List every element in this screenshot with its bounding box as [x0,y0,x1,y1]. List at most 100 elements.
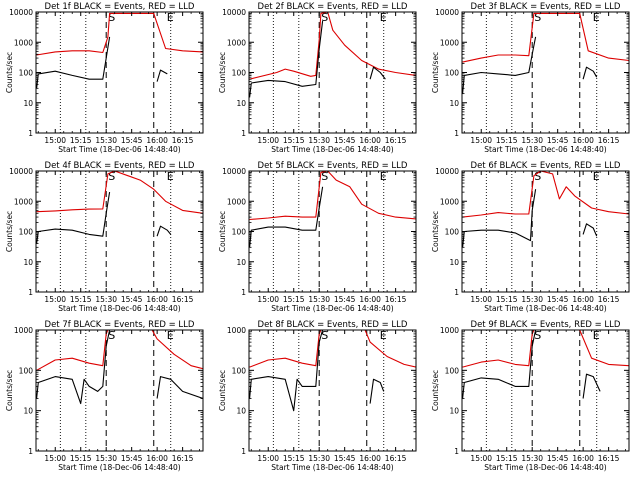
y-tick-label: 1000 [227,326,246,335]
x-tick-label: 15:45 [334,454,356,463]
plot-frame [248,329,417,452]
y-tick-label: 1 [28,129,33,138]
y-tick-label: 100 [232,366,247,375]
y-axis-label: Counts/sec [5,211,14,252]
x-tick-label: 15:00 [257,136,279,145]
panel-title: Det 3f BLACK = Events, RED = LLD [471,2,621,12]
x-axis-label: Start Time (18-Dec-06 14:48:40) [58,463,180,472]
end-marker-label: E [167,170,174,183]
lld-series-line [249,12,416,80]
x-tick-label: 15:15 [70,454,92,463]
panel-title: Det 5f BLACK = Events, RED = LLD [258,161,408,171]
x-tick-label: 16:00 [359,295,381,304]
y-tick-label: 10 [449,258,459,267]
y-axis-label: Counts/sec [431,211,440,252]
events-series-line [462,330,601,399]
x-tick-label: 16:15 [598,454,620,463]
x-tick-label: 16:15 [385,136,407,145]
x-tick-label: 15:00 [44,454,66,463]
y-tick-label: 1 [454,129,459,138]
x-tick-label: 16:15 [172,295,194,304]
y-tick-label: 1 [241,447,246,456]
plot-frame [248,170,417,293]
x-tick-label: 15:45 [121,295,143,304]
plot-frame [35,170,204,293]
y-tick-label: 100 [232,228,247,237]
end-marker-label: E [593,170,600,183]
lld-series-line [462,330,629,368]
start-marker-label: S [321,329,328,342]
start-marker-label: S [108,11,115,24]
x-tick-label: 15:45 [547,454,569,463]
events-series-line [249,21,386,98]
x-axis-label: Start Time (18-Dec-06 14:48:40) [271,463,393,472]
x-tick-label: 15:45 [334,136,356,145]
y-tick-label: 10 [449,407,459,416]
x-tick-label: 15:30 [308,454,330,463]
panel-title: Det 1f BLACK = Events, RED = LLD [45,2,195,12]
x-tick-label: 15:00 [470,454,492,463]
end-marker-label: E [167,11,174,24]
end-marker-label: E [380,329,387,342]
x-axis-label: Start Time (18-Dec-06 14:48:40) [271,145,393,154]
y-tick-label: 1 [28,288,33,297]
y-axis-label: Counts/sec [218,52,227,93]
x-axis-label: Start Time (18-Dec-06 14:48:40) [484,145,606,154]
panel-title: Det 9f BLACK = Events, RED = LLD [471,320,621,330]
x-tick-label: 15:30 [95,454,117,463]
plot-frame [461,170,630,293]
y-tick-label: 100 [19,366,34,375]
x-tick-label: 15:00 [257,454,279,463]
x-axis-label: Start Time (18-Dec-06 14:48:40) [58,145,180,154]
start-marker-label: S [534,329,541,342]
x-tick-label: 15:30 [521,454,543,463]
events-series-line [36,192,172,244]
x-tick-label: 16:15 [598,136,620,145]
x-tick-label: 16:15 [385,295,407,304]
x-tick-label: 15:15 [496,454,518,463]
x-axis-label: Start Time (18-Dec-06 14:48:40) [271,304,393,313]
y-axis-label: Counts/sec [431,52,440,93]
y-tick-label: 10000 [222,8,246,17]
lld-series-line [462,171,629,218]
y-tick-label: 100 [19,69,34,78]
y-tick-label: 10000 [222,167,246,176]
start-marker-label: S [108,329,115,342]
lld-series-line [36,171,203,214]
y-tick-label: 10000 [9,8,33,17]
lld-series-line [249,330,416,368]
start-marker-label: S [534,170,541,183]
events-series-line [249,330,385,412]
y-tick-label: 1000 [227,38,246,47]
x-tick-label: 16:00 [572,295,594,304]
y-tick-label: 10000 [9,167,33,176]
end-marker-label: E [593,329,600,342]
y-tick-label: 1000 [14,197,33,206]
x-tick-label: 15:45 [547,295,569,304]
y-tick-label: 10000 [435,167,459,176]
events-series-line [36,36,168,89]
x-tick-label: 15:30 [521,136,543,145]
y-tick-label: 1000 [440,197,459,206]
y-tick-label: 10000 [435,8,459,17]
y-tick-label: 10 [23,99,33,108]
panel-title: Det 7f BLACK = Events, RED = LLD [45,320,195,330]
x-tick-label: 16:00 [146,136,168,145]
events-series-line [462,189,598,248]
x-tick-label: 15:00 [257,295,279,304]
y-tick-label: 1 [454,288,459,297]
y-axis-label: Counts/sec [218,211,227,252]
y-axis-label: Counts/sec [5,370,14,411]
x-tick-label: 15:15 [496,136,518,145]
y-tick-label: 100 [445,366,460,375]
x-tick-label: 15:15 [283,136,305,145]
y-tick-label: 10 [449,99,459,108]
x-tick-label: 16:15 [172,454,194,463]
end-marker-label: E [380,170,387,183]
